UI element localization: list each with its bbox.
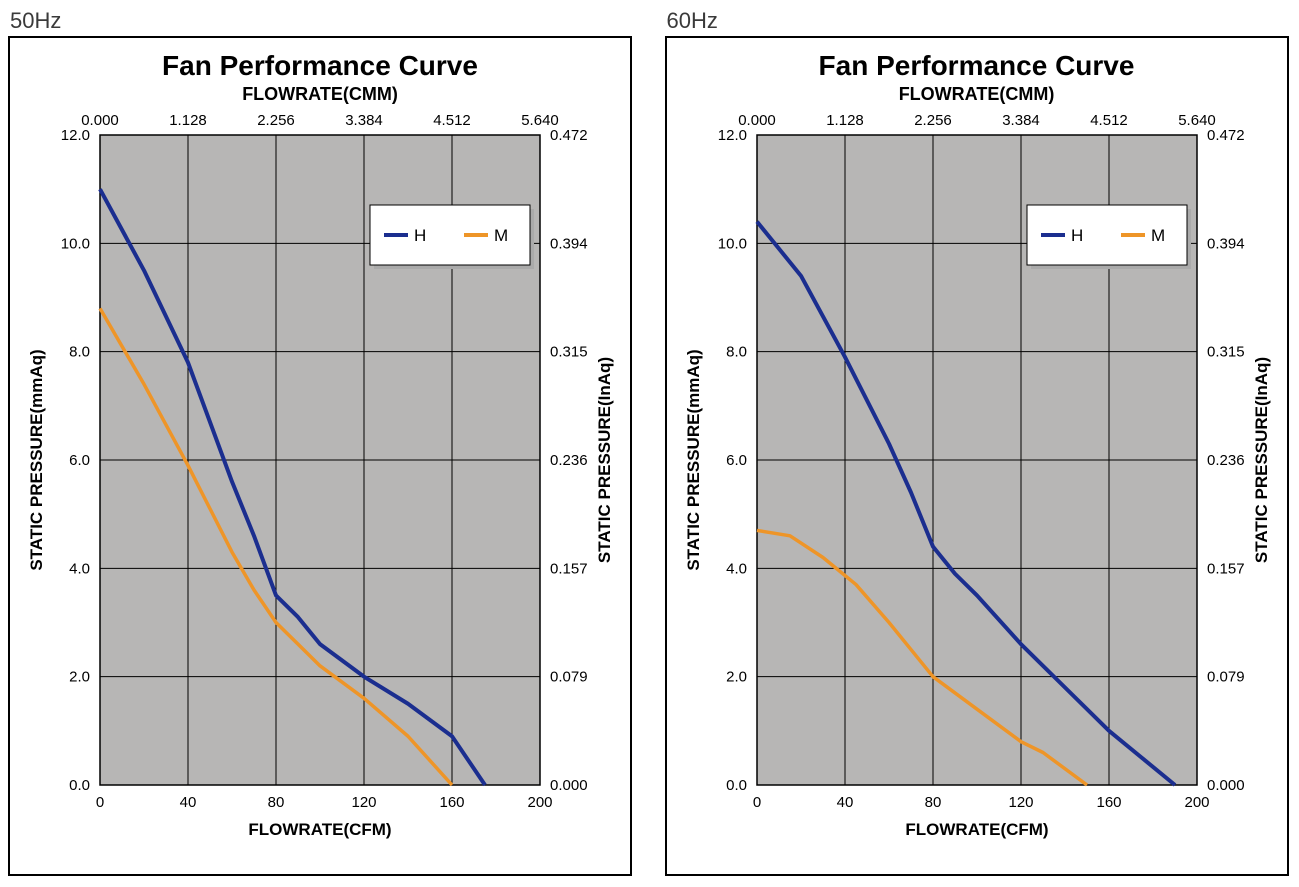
chart-outer-60: Fan Performance Curve FLOWRATE(CMM) 0 40 8… [665,36,1289,876]
svg-text:10.0: 10.0 [717,235,746,252]
svg-text:0: 0 [96,794,104,811]
chart-panel-60hz: 60Hz Fan Performance Curve FLOWRATE(CMM)… [665,8,1292,876]
svg-text:160: 160 [439,794,464,811]
svg-text:2.0: 2.0 [69,669,90,686]
svg-text:M: M [1151,226,1165,245]
svg-text:40: 40 [836,794,853,811]
svg-text:STATIC PRESSURE(InAq): STATIC PRESSURE(InAq) [1252,357,1271,563]
svg-text:4.512: 4.512 [433,112,471,129]
svg-text:160: 160 [1096,794,1121,811]
svg-text:M: M [494,226,508,245]
svg-text:4.512: 4.512 [1090,112,1128,129]
svg-text:2.0: 2.0 [726,669,747,686]
chart-svg-60: 040801201602000.0001.1282.2563.3844.5125… [667,105,1287,865]
svg-text:0.0: 0.0 [69,777,90,794]
svg-text:120: 120 [351,794,376,811]
svg-text:0.236: 0.236 [550,452,588,469]
svg-text:12.0: 12.0 [717,127,746,144]
svg-text:0.315: 0.315 [550,344,588,361]
svg-text:4.0: 4.0 [726,560,747,577]
freq-label-50: 50Hz [10,8,635,34]
svg-text:0.079: 0.079 [550,669,588,686]
svg-text:0.157: 0.157 [550,560,588,577]
svg-text:120: 120 [1008,794,1033,811]
svg-text:FLOWRATE(CFM): FLOWRATE(CFM) [248,820,391,839]
svg-text:8.0: 8.0 [726,344,747,361]
svg-text:40: 40 [180,794,197,811]
svg-text:0: 0 [752,794,760,811]
svg-text:1.128: 1.128 [826,112,864,129]
svg-text:0.000: 0.000 [1207,777,1245,794]
svg-text:4.0: 4.0 [69,560,90,577]
freq-label-60: 60Hz [667,8,1292,34]
svg-text:0.472: 0.472 [1207,127,1245,144]
svg-text:STATIC PRESSURE(mmAq): STATIC PRESSURE(mmAq) [27,349,46,570]
svg-text:10.0: 10.0 [61,235,90,252]
svg-text:2.256: 2.256 [914,112,952,129]
svg-text:0.236: 0.236 [1207,452,1245,469]
svg-text:FLOWRATE(CFM): FLOWRATE(CFM) [905,820,1048,839]
svg-text:8.0: 8.0 [69,344,90,361]
svg-text:3.384: 3.384 [1002,112,1040,129]
svg-text:2.256: 2.256 [257,112,295,129]
chart-outer-50: Fan Performance Curve FLOWRATE(CMM) 0 40 8… [8,36,632,876]
charts-container: 50Hz Fan Performance Curve FLOWRATE(CMM)… [8,8,1291,876]
svg-text:0.0: 0.0 [726,777,747,794]
svg-text:3.384: 3.384 [345,112,383,129]
svg-text:0.315: 0.315 [1207,344,1245,361]
svg-text:H: H [414,226,426,245]
svg-text:H: H [1071,226,1083,245]
svg-text:6.0: 6.0 [69,452,90,469]
svg-text:STATIC PRESSURE(mmAq): STATIC PRESSURE(mmAq) [684,349,703,570]
chart-svg-wrap-60: 040801201602000.0001.1282.2563.3844.5125… [667,105,1287,865]
svg-text:0.394: 0.394 [1207,235,1245,252]
svg-text:1.128: 1.128 [169,112,207,129]
svg-text:80: 80 [268,794,285,811]
svg-text:0.472: 0.472 [550,127,588,144]
svg-text:0.157: 0.157 [1207,560,1245,577]
svg-text:200: 200 [527,794,552,811]
svg-text:200: 200 [1184,794,1209,811]
chart-svg-50: 040801201602000.0001.1282.2563.3844.5125… [10,105,630,865]
chart-title-60: Fan Performance Curve [667,50,1287,82]
svg-text:STATIC PRESSURE(InAq): STATIC PRESSURE(InAq) [595,357,614,563]
svg-text:0.394: 0.394 [550,235,588,252]
chart-panel-50hz: 50Hz Fan Performance Curve FLOWRATE(CMM)… [8,8,635,876]
svg-text:0.079: 0.079 [1207,669,1245,686]
svg-text:6.0: 6.0 [726,452,747,469]
chart-title-50: Fan Performance Curve [10,50,630,82]
top-axis-label-50: FLOWRATE(CMM) [10,84,630,105]
top-axis-label-60: FLOWRATE(CMM) [667,84,1287,105]
chart-svg-wrap-50: 040801201602000.0001.1282.2563.3844.5125… [10,105,630,865]
svg-text:0.000: 0.000 [550,777,588,794]
svg-text:12.0: 12.0 [61,127,90,144]
svg-text:80: 80 [924,794,941,811]
